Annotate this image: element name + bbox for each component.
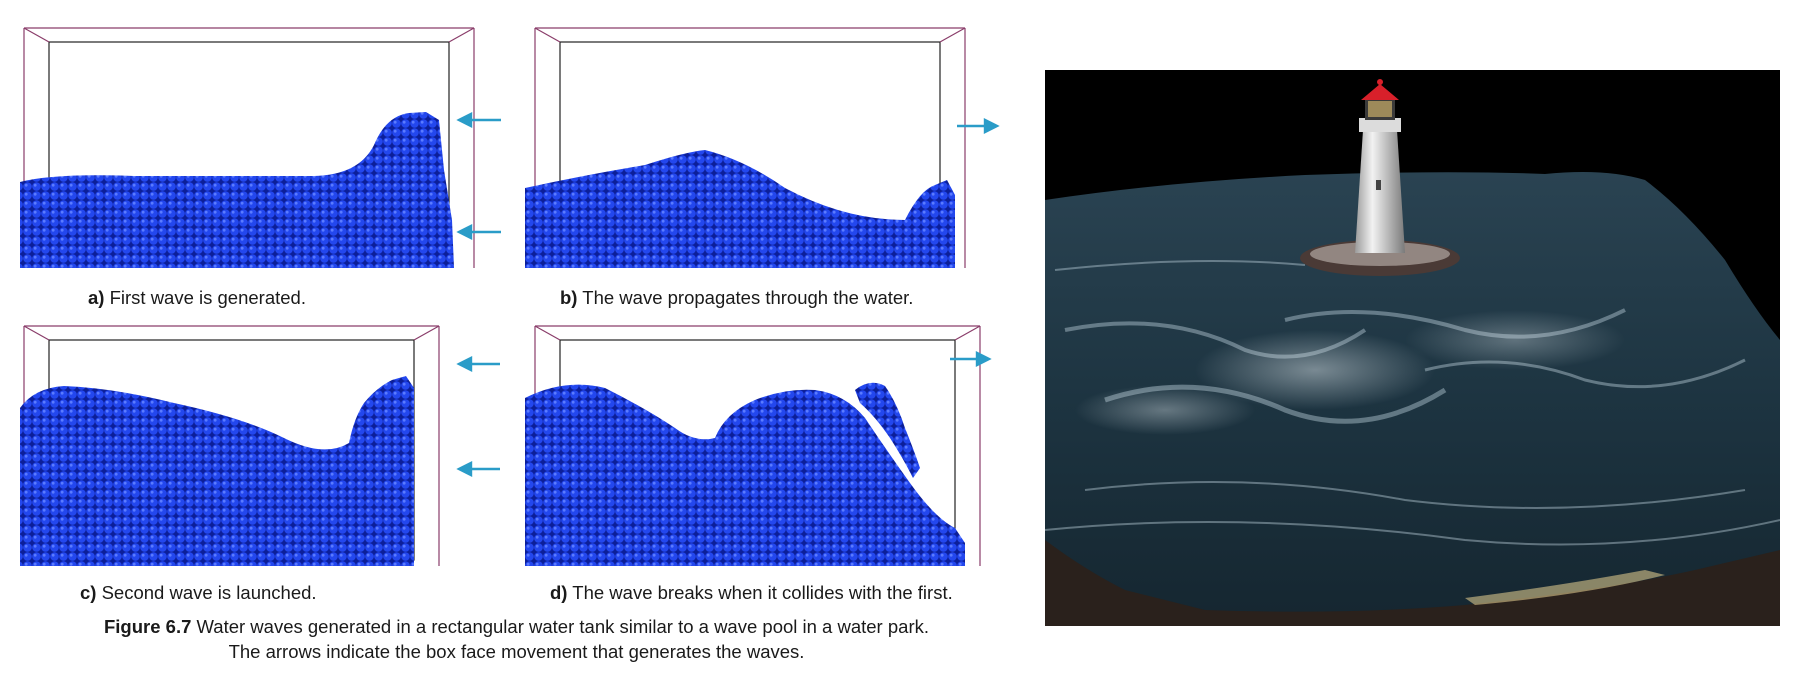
lighthouse-ocean-render	[1045, 70, 1780, 626]
figure-caption-line-2: The arrows indicate the box face movemen…	[228, 641, 805, 662]
ocean-surface	[1045, 172, 1780, 626]
wave-tank-panel-d	[525, 318, 1025, 573]
panel-caption-d: d) The wave breaks when it collides with…	[550, 582, 953, 603]
lighthouse	[1355, 79, 1405, 253]
ocean-simulation-image	[1045, 70, 1780, 626]
breaking-wave-spray	[855, 382, 920, 478]
wave-tank-diagram-c	[20, 325, 500, 566]
particle-water-body	[525, 150, 955, 268]
panel-caption-c: c) Second wave is launched.	[80, 582, 317, 603]
wave-tank-panel-a	[14, 20, 514, 275]
wave-arrow-top	[950, 351, 992, 367]
wave-tank-diagram-b	[525, 27, 1000, 268]
wave-tank-diagram-d	[525, 325, 992, 566]
wave-tank-panel-b	[525, 20, 1025, 275]
wave-arrow-top	[456, 112, 501, 128]
wave-arrow-bottom	[456, 224, 501, 240]
particle-water-body	[20, 376, 414, 566]
figure-caption-line-1: Figure 6.7 Water waves generated in a re…	[103, 616, 929, 637]
panel-caption-a: a) First wave is generated.	[88, 287, 306, 308]
figure-caption: Figure 6.7 Water waves generated in a re…	[14, 614, 1019, 664]
wave-arrow-top	[957, 118, 1000, 134]
particle-water-body	[525, 384, 965, 566]
wave-tank-panel-c	[14, 318, 514, 573]
particle-water-body	[20, 112, 454, 268]
wave-arrow-top	[456, 356, 500, 372]
wave-arrow-bottom	[456, 461, 500, 477]
wave-tank-diagram-a	[20, 27, 501, 268]
rocky-seabed	[1045, 540, 1780, 626]
panel-caption-b: b) The wave propagates through the water…	[560, 287, 914, 308]
